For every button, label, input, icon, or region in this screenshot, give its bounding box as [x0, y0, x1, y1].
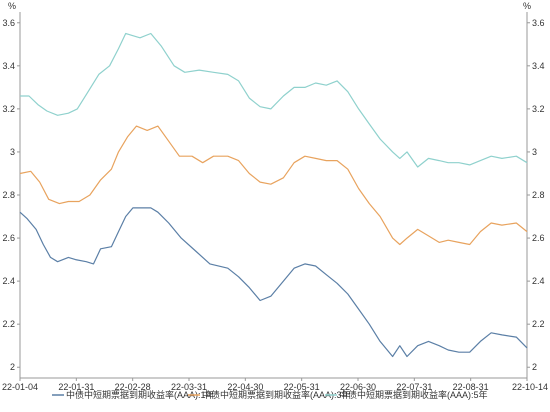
series-lines	[19, 32, 528, 358]
chart-axes: % %	[8, 1, 531, 379]
y-tick-label-left: 2.2	[2, 319, 15, 329]
y-tick-label-right: 2.4	[532, 276, 545, 286]
y-tick-label-right: 3.6	[532, 18, 545, 28]
series-line-3	[20, 32, 528, 168]
right-y-tick-labels: 2 2.2 2.4 2.6 2.8 3 3.2 3.4 3.6	[527, 18, 545, 372]
x-tick-label: 22-07-31	[396, 382, 432, 392]
y-tick-label-left: 3.2	[2, 104, 15, 114]
x-tick-label: 22-01-31	[58, 382, 94, 392]
x-tick-label: 22-01-04	[2, 382, 38, 392]
y-tick-label-left: 2.6	[2, 233, 15, 243]
y-tick-label-left: 2.4	[2, 276, 15, 286]
y-tick-label-right: 2.6	[532, 233, 545, 243]
x-tick-label: 22-10-14	[512, 382, 548, 392]
y-tick-label-right: 2.2	[532, 319, 545, 329]
series-line-1	[19, 207, 528, 358]
y-tick-label-left: 3	[10, 147, 15, 157]
y-tick-label-right: 2.8	[532, 190, 545, 200]
x-tick-label: 22-03-31	[171, 382, 207, 392]
x-tick-label: 22-05-31	[284, 382, 320, 392]
left-y-unit-label: %	[8, 1, 16, 11]
left-y-tick-labels: 2 2.2 2.4 2.6 2.8 3 3.2 3.4 3.6	[2, 18, 20, 372]
chart-legend: 中债中短期票据到期收益率(AAA):1年中债中短期票据到期收益率(AAA):3年…	[52, 389, 488, 400]
legend-label-1: 中债中短期票据到期收益率(AAA):1年	[66, 389, 215, 400]
y-tick-label-left: 3.4	[2, 61, 15, 71]
y-tick-label-right: 3.4	[532, 61, 545, 71]
legend-label-2: 中债中短期票据到期收益率(AAA):3年	[202, 389, 351, 400]
x-tick-labels: 22-01-04 22-01-31 22-02-28 22-03-31 22-04-30…	[2, 378, 548, 392]
y-tick-label-left: 3.6	[2, 18, 15, 28]
x-tick-label: 22-06-30	[340, 382, 376, 392]
y-tick-label-left: 2.8	[2, 190, 15, 200]
x-tick-label: 22-02-28	[115, 382, 151, 392]
y-tick-label-right: 2	[532, 362, 537, 372]
x-tick-label: 22-08-31	[453, 382, 489, 392]
right-y-unit-label: %	[523, 1, 531, 11]
y-tick-label-left: 2	[10, 362, 15, 372]
series-line-2	[19, 125, 528, 246]
legend-label-3: 中债中短期票据到期收益率(AAA):5年	[339, 389, 488, 400]
y-tick-label-right: 3.2	[532, 104, 545, 114]
y-tick-label-right: 3	[532, 147, 537, 157]
x-tick-label: 22-04-30	[227, 382, 263, 392]
